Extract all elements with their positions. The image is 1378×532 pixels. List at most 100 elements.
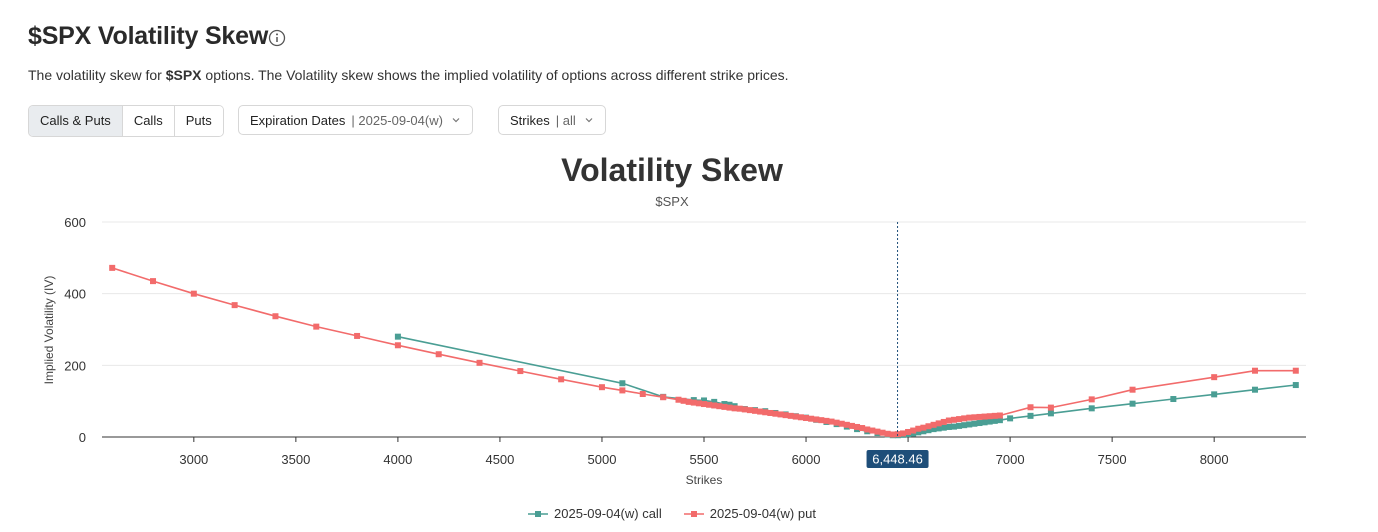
put-data-point[interactable]	[956, 416, 963, 423]
call-data-point[interactable]	[1027, 412, 1034, 419]
call-data-point[interactable]	[945, 423, 952, 430]
put-data-point[interactable]	[736, 405, 743, 412]
put-data-point[interactable]	[476, 359, 483, 366]
put-data-point[interactable]	[1047, 404, 1054, 411]
call-data-point[interactable]	[394, 333, 401, 340]
put-data-point[interactable]	[843, 421, 850, 428]
call-data-point[interactable]	[950, 423, 957, 430]
expiration-dates-dropdown[interactable]: Expiration Dates | 2025-09-04(w)	[238, 105, 473, 135]
put-data-point[interactable]	[598, 384, 605, 391]
put-data-point[interactable]	[986, 413, 993, 420]
put-data-point[interactable]	[354, 332, 361, 339]
call-data-point[interactable]	[1047, 410, 1054, 417]
put-data-point[interactable]	[961, 415, 968, 422]
put-data-point[interactable]	[1292, 367, 1299, 374]
call-data-point[interactable]	[935, 425, 942, 432]
put-data-point[interactable]	[435, 351, 442, 358]
legend-item-call[interactable]: 2025-09-04(w) call	[528, 506, 662, 521]
put-data-point[interactable]	[874, 428, 881, 435]
put-data-point[interactable]	[797, 414, 804, 421]
put-data-point[interactable]	[746, 407, 753, 414]
info-icon[interactable]	[268, 29, 286, 47]
call-data-point[interactable]	[930, 426, 937, 433]
put-data-point[interactable]	[803, 415, 810, 422]
put-data-point[interactable]	[741, 406, 748, 413]
put-data-point[interactable]	[558, 376, 565, 383]
put-data-point[interactable]	[313, 323, 320, 330]
put-data-point[interactable]	[1251, 367, 1258, 374]
call-data-point[interactable]	[1170, 396, 1177, 403]
put-data-point[interactable]	[833, 419, 840, 426]
call-data-point[interactable]	[991, 417, 998, 424]
call-data-point[interactable]	[986, 418, 993, 425]
call-data-point[interactable]	[915, 429, 922, 436]
put-data-point[interactable]	[660, 394, 667, 401]
put-data-point[interactable]	[685, 398, 692, 405]
put-data-point[interactable]	[772, 410, 779, 417]
call-data-point[interactable]	[619, 380, 626, 387]
put-data-point[interactable]	[787, 412, 794, 419]
put-data-point[interactable]	[1211, 374, 1218, 381]
put-data-point[interactable]	[915, 425, 922, 432]
call-data-point[interactable]	[966, 421, 973, 428]
put-data-point[interactable]	[848, 422, 855, 429]
calls-and-puts-button[interactable]: Calls & Puts	[29, 106, 123, 136]
put-data-point[interactable]	[838, 420, 845, 427]
put-data-point[interactable]	[996, 412, 1003, 419]
put-data-point[interactable]	[935, 420, 942, 427]
put-data-point[interactable]	[639, 391, 646, 397]
legend-item-put[interactable]: 2025-09-04(w) put	[683, 506, 816, 521]
put-data-point[interactable]	[777, 411, 784, 418]
put-data-point[interactable]	[1088, 396, 1095, 403]
put-data-point[interactable]	[818, 417, 825, 424]
put-data-point[interactable]	[940, 418, 947, 425]
put-data-point[interactable]	[889, 431, 896, 438]
put-data-point[interactable]	[976, 413, 983, 420]
put-data-point[interactable]	[757, 408, 764, 415]
put-data-point[interactable]	[701, 401, 707, 408]
call-data-point[interactable]	[1292, 382, 1299, 389]
put-data-point[interactable]	[884, 430, 891, 437]
put-data-point[interactable]	[808, 415, 815, 422]
put-data-point[interactable]	[762, 409, 769, 416]
put-data-point[interactable]	[109, 264, 116, 271]
put-data-point[interactable]	[619, 387, 626, 394]
call-data-point[interactable]	[971, 420, 978, 427]
put-data-point[interactable]	[1129, 386, 1136, 393]
call-data-point[interactable]	[920, 428, 927, 435]
put-data-point[interactable]	[920, 424, 927, 431]
put-data-point[interactable]	[272, 313, 279, 320]
strikes-dropdown[interactable]: Strikes | all	[498, 105, 606, 135]
put-data-point[interactable]	[930, 421, 937, 428]
put-data-point[interactable]	[950, 416, 957, 423]
put-data-point[interactable]	[981, 413, 988, 420]
put-data-point[interactable]	[150, 278, 157, 285]
calls-button[interactable]: Calls	[122, 106, 175, 136]
put-data-point[interactable]	[517, 368, 524, 375]
put-data-point[interactable]	[859, 425, 866, 432]
call-data-point[interactable]	[961, 422, 968, 429]
call-data-point[interactable]	[976, 420, 983, 427]
put-data-point[interactable]	[716, 403, 723, 410]
put-data-point[interactable]	[695, 400, 702, 407]
call-data-point[interactable]	[1088, 405, 1095, 412]
call-data-point[interactable]	[940, 424, 947, 431]
put-data-point[interactable]	[925, 423, 932, 430]
puts-button[interactable]: Puts	[174, 106, 223, 136]
call-data-point[interactable]	[1251, 386, 1258, 393]
call-data-point[interactable]	[711, 398, 718, 405]
call-data-point[interactable]	[1211, 391, 1218, 398]
put-data-point[interactable]	[828, 418, 835, 425]
put-data-point[interactable]	[767, 409, 774, 416]
put-data-point[interactable]	[899, 430, 906, 437]
put-data-point[interactable]	[721, 403, 728, 410]
put-data-point[interactable]	[905, 428, 912, 435]
call-data-point[interactable]	[1007, 415, 1014, 422]
put-data-point[interactable]	[231, 302, 238, 309]
put-data-point[interactable]	[910, 427, 917, 434]
put-data-point[interactable]	[680, 397, 687, 404]
put-data-point[interactable]	[823, 417, 830, 424]
put-data-point[interactable]	[711, 402, 718, 409]
put-data-point[interactable]	[394, 342, 401, 349]
put-data-point[interactable]	[792, 413, 799, 420]
